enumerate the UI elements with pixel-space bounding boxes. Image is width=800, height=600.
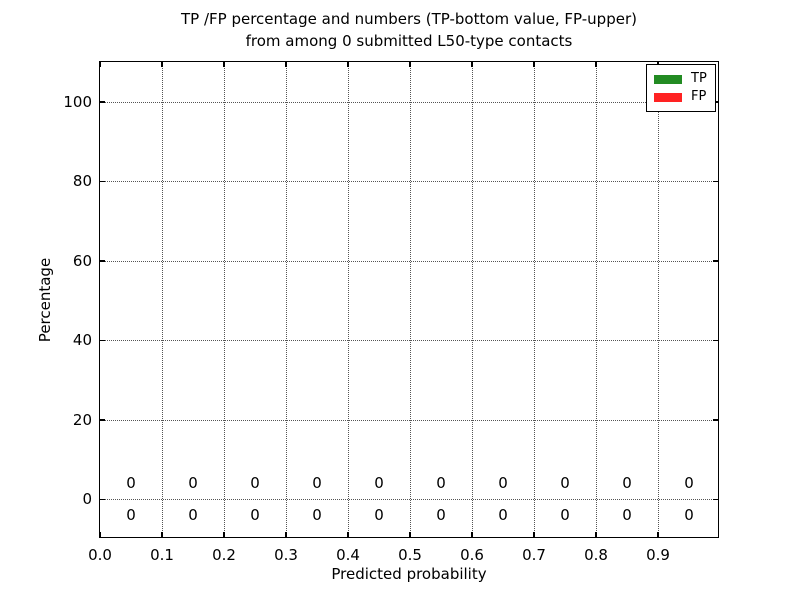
x-tick-bottom-0.1 bbox=[161, 532, 163, 537]
annotation-fp-0.35: 0 bbox=[312, 474, 322, 493]
gridline-x-0.1 bbox=[162, 62, 163, 537]
gridline-y-60 bbox=[100, 260, 718, 262]
x-tick-bottom-0.5 bbox=[409, 532, 411, 537]
gridline-y-100 bbox=[100, 101, 718, 103]
gridline-y-0 bbox=[100, 499, 718, 501]
x-tick-top-0.8 bbox=[595, 62, 597, 67]
y-tick-right-40 bbox=[713, 339, 718, 341]
y-tick-label-60: 60 bbox=[72, 251, 92, 270]
x-tick-label-0.7: 0.7 bbox=[522, 546, 546, 564]
y-tick-left-100 bbox=[100, 101, 105, 103]
y-tick-label-20: 20 bbox=[72, 410, 92, 429]
x-tick-top-0.7 bbox=[533, 62, 535, 67]
x-tick-label-0.2: 0.2 bbox=[212, 546, 236, 564]
x-tick-label-0.6: 0.6 bbox=[460, 546, 484, 564]
legend-label-fp: FP bbox=[691, 89, 707, 104]
y-axis-label: Percentage bbox=[36, 257, 54, 343]
x-tick-bottom-0.4 bbox=[347, 532, 349, 537]
y-tick-left-40 bbox=[100, 339, 105, 341]
annotation-fp-0.25: 0 bbox=[250, 474, 260, 493]
y-tick-right-80 bbox=[713, 180, 718, 182]
x-tick-label-0.8: 0.8 bbox=[584, 546, 608, 564]
gridline-y-20 bbox=[100, 419, 718, 421]
x-tick-label-0.1: 0.1 bbox=[150, 546, 174, 564]
x-tick-top-0.0 bbox=[99, 62, 101, 67]
x-tick-bottom-0.9 bbox=[657, 532, 659, 537]
y-tick-left-80 bbox=[100, 180, 105, 182]
y-tick-left-20 bbox=[100, 419, 105, 421]
x-tick-top-0.6 bbox=[471, 62, 473, 67]
annotation-fp-0.15: 0 bbox=[188, 474, 198, 493]
gridline-x-0.5 bbox=[410, 62, 411, 537]
gridline-x-0.3 bbox=[286, 62, 287, 537]
annotation-tp-0.05: 0 bbox=[126, 506, 136, 525]
x-tick-top-0.5 bbox=[409, 62, 411, 67]
legend-entry-fp: FP bbox=[654, 90, 708, 104]
x-tick-bottom-0.8 bbox=[595, 532, 597, 537]
x-axis-label: Predicted probability bbox=[331, 565, 487, 583]
legend-swatch-tp bbox=[654, 74, 682, 84]
annotation-tp-0.15: 0 bbox=[188, 506, 198, 525]
x-tick-bottom-0.2 bbox=[223, 532, 225, 537]
x-tick-label-0.9: 0.9 bbox=[646, 546, 670, 564]
gridline-x-0.7 bbox=[534, 62, 535, 537]
gridline-x-0.9 bbox=[658, 62, 659, 537]
x-tick-label-0.3: 0.3 bbox=[274, 546, 298, 564]
x-tick-bottom-0.6 bbox=[471, 532, 473, 537]
gridline-x-0.2 bbox=[224, 62, 225, 537]
y-tick-right-20 bbox=[713, 419, 718, 421]
x-tick-top-0.2 bbox=[223, 62, 225, 67]
y-tick-label-40: 40 bbox=[72, 331, 92, 350]
chart-title: TP /FP percentage and numbers (TP-bottom… bbox=[99, 8, 719, 52]
annotation-fp-0.85: 0 bbox=[622, 474, 632, 493]
x-tick-bottom-0.3 bbox=[285, 532, 287, 537]
y-tick-label-100: 100 bbox=[63, 92, 92, 111]
annotation-fp-0.65: 0 bbox=[498, 474, 508, 493]
x-tick-bottom-0.0 bbox=[99, 532, 101, 537]
x-tick-label-0.0: 0.0 bbox=[88, 546, 112, 564]
y-tick-right-0 bbox=[713, 498, 718, 500]
annotation-tp-0.85: 0 bbox=[622, 506, 632, 525]
annotation-tp-0.95: 0 bbox=[684, 506, 694, 525]
annotation-fp-0.45: 0 bbox=[374, 474, 384, 493]
gridline-x-0.8 bbox=[596, 62, 597, 537]
gridline-x-0.6 bbox=[472, 62, 473, 537]
gridline-x-0.4 bbox=[348, 62, 349, 537]
annotation-tp-0.65: 0 bbox=[498, 506, 508, 525]
annotation-fp-0.05: 0 bbox=[126, 474, 136, 493]
x-tick-top-0.4 bbox=[347, 62, 349, 67]
y-tick-label-0: 0 bbox=[82, 490, 92, 509]
annotation-tp-0.45: 0 bbox=[374, 506, 384, 525]
annotation-fp-0.75: 0 bbox=[560, 474, 570, 493]
annotation-tp-0.35: 0 bbox=[312, 506, 322, 525]
annotation-fp-0.95: 0 bbox=[684, 474, 694, 493]
annotation-tp-0.55: 0 bbox=[436, 506, 446, 525]
legend-entry-tp: TP bbox=[654, 72, 708, 86]
legend-label-tp: TP bbox=[691, 71, 707, 86]
x-tick-label-0.5: 0.5 bbox=[398, 546, 422, 564]
gridline-y-40 bbox=[100, 340, 718, 342]
x-tick-bottom-0.7 bbox=[533, 532, 535, 537]
annotation-fp-0.55: 0 bbox=[436, 474, 446, 493]
gridline-y-80 bbox=[100, 181, 718, 183]
y-tick-left-0 bbox=[100, 498, 105, 500]
legend-swatch-fp bbox=[654, 92, 682, 102]
chart-title-line1: TP /FP percentage and numbers (TP-bottom… bbox=[181, 10, 637, 28]
annotation-tp-0.75: 0 bbox=[560, 506, 570, 525]
plot-area: 0.0 0.1 0.2 0.3 0.4 0.5 0.6 0.7 0.8 0.9 0 20 40 60 80 1… bbox=[63, 61, 719, 564]
y-tick-left-60 bbox=[100, 260, 105, 262]
chart-title-line2: from among 0 submitted L50-type contacts bbox=[245, 32, 573, 50]
y-tick-label-80: 80 bbox=[72, 172, 92, 191]
annotation-tp-0.25: 0 bbox=[250, 506, 260, 525]
x-tick-top-0.1 bbox=[161, 62, 163, 67]
x-tick-label-0.4: 0.4 bbox=[336, 546, 360, 564]
y-tick-right-60 bbox=[713, 260, 718, 262]
legend: TP FP bbox=[646, 64, 716, 112]
x-tick-top-0.3 bbox=[285, 62, 287, 67]
